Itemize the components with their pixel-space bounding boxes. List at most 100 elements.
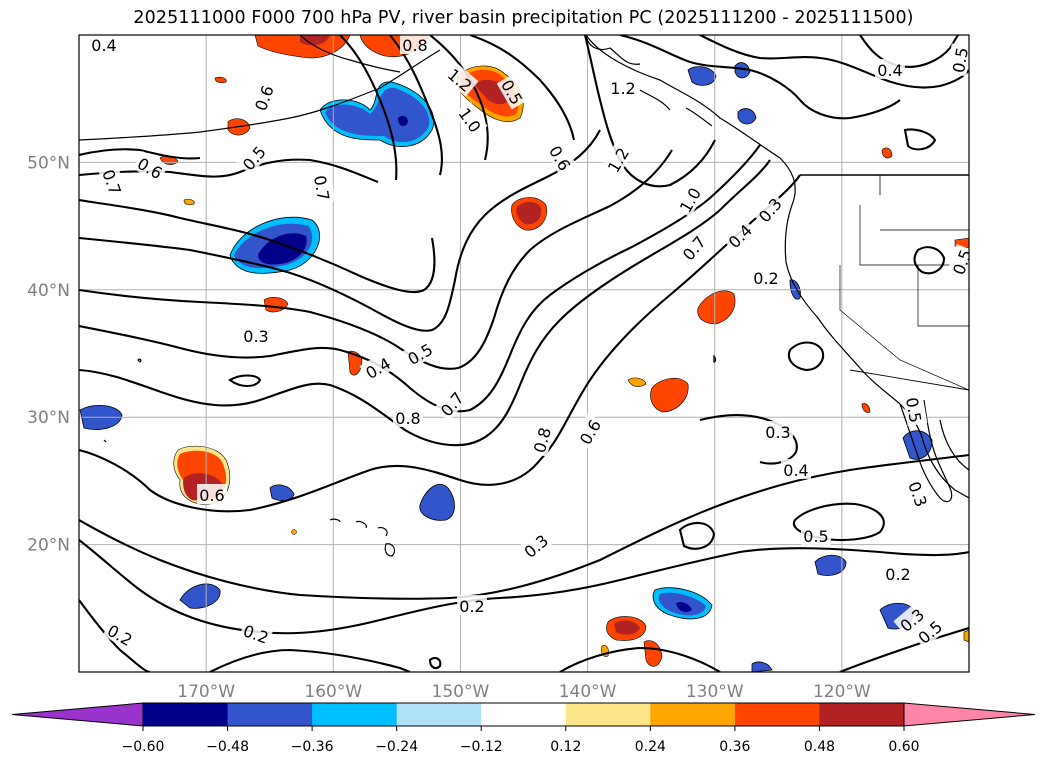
latitude-label: 50°N — [27, 153, 70, 173]
colorbar-segment — [481, 703, 567, 726]
precip-blob-positive — [697, 290, 736, 325]
svg-text:0.4: 0.4 — [877, 61, 902, 80]
colorbar-tick-label: 0.60 — [888, 739, 919, 755]
contour-label: 0.4 — [89, 35, 119, 55]
precip-blob-negative — [419, 483, 455, 521]
contour-label: 0.4 — [781, 459, 811, 480]
colorbar-tick-label: 0.48 — [804, 739, 835, 755]
contour-label: 0.4 — [875, 59, 905, 80]
colorbar-segment — [396, 703, 482, 726]
latitude-label: 30°N — [27, 408, 70, 428]
contour-label: 0.8 — [400, 35, 430, 55]
contour-label: 1.0 — [454, 101, 488, 138]
precip-blob-positive — [614, 620, 640, 635]
precip-blob-positive — [291, 529, 297, 535]
svg-text:0.8: 0.8 — [402, 36, 427, 55]
longitude-label: 150°W — [432, 682, 490, 702]
colorbar-extend-high — [903, 702, 1036, 727]
precip-blob-negative — [269, 484, 295, 502]
svg-text:0.5: 0.5 — [949, 247, 976, 277]
svg-text:0.6: 0.6 — [199, 486, 224, 505]
coastlines — [79, 35, 969, 557]
precip-blob-positive — [516, 201, 542, 225]
contour-label: 0.5 — [902, 393, 928, 427]
svg-text:0.4: 0.4 — [783, 461, 808, 480]
colorbar-segment — [312, 703, 398, 726]
precip-blob-positive — [347, 350, 363, 376]
svg-text:1.2: 1.2 — [610, 79, 635, 98]
svg-text:0.2: 0.2 — [753, 269, 778, 288]
precip-blob-negative — [814, 554, 847, 576]
colorbar-tick-label: 0.24 — [635, 739, 666, 755]
colorbar-segment — [227, 703, 313, 726]
colorbar-tick-label: −0.48 — [206, 739, 249, 755]
colorbar: −0.60 −0.48 −0.36 −0.24 −0.12 0.12 0.24 0.36 0.4… — [11, 702, 1036, 755]
svg-text:0.5: 0.5 — [949, 46, 972, 74]
svg-text:0.2: 0.2 — [459, 597, 484, 616]
colorbar-segment — [565, 703, 651, 726]
colorbar-segment — [143, 703, 229, 726]
precip-blob-negative — [902, 430, 933, 460]
precip-blob-positive — [214, 76, 227, 84]
precip-blob-positive — [627, 377, 647, 387]
colorbar-tick-label: −0.36 — [291, 739, 334, 755]
contour-label: 0.5 — [235, 139, 271, 176]
contour-label: 0.5 — [946, 244, 976, 280]
precip-blob-negative — [676, 601, 692, 612]
colorbar-segment — [650, 703, 736, 726]
contour-label: 0.2 — [751, 267, 781, 288]
precip-blob-positive — [881, 147, 893, 159]
precip-blob-negative — [398, 115, 408, 127]
precip-blob-negative — [737, 108, 757, 125]
svg-text:0.3: 0.3 — [765, 423, 790, 442]
contour-label: 0.6 — [197, 484, 227, 505]
svg-text:0.4: 0.4 — [91, 36, 116, 55]
svg-text:0.3: 0.3 — [243, 327, 268, 346]
latitude-labels: 50°N 40°N 30°N 20°N — [27, 153, 70, 555]
svg-text:0.2: 0.2 — [885, 565, 910, 584]
contour-label: 0.5 — [801, 525, 831, 546]
longitude-label: 140°W — [559, 682, 617, 702]
latitude-label: 40°N — [27, 281, 70, 301]
longitude-label: 160°W — [304, 682, 362, 702]
precip-blob-negative — [325, 87, 430, 143]
precip-blob-positive — [963, 629, 969, 643]
precip-blob-positive — [861, 403, 871, 413]
contour-label: 0.3 — [763, 421, 793, 442]
precip-blob-negative — [734, 62, 751, 79]
colorbar-tick-label: −0.24 — [375, 739, 418, 755]
longitude-label: 120°W — [813, 682, 871, 702]
precip-blob-negative — [179, 583, 221, 609]
svg-text:0.8: 0.8 — [395, 409, 420, 428]
map-border — [78, 34, 970, 673]
contour-label: 0.5 — [946, 43, 972, 77]
colorbar-extend-low — [11, 702, 144, 727]
precip-blob-negative — [687, 66, 717, 86]
colorbar-frame — [142, 702, 905, 727]
colorbar-tick-label: 0.36 — [719, 739, 750, 755]
svg-text:0.7: 0.7 — [310, 174, 333, 202]
contour-label: 1.2 — [608, 77, 638, 98]
contour-label: 0.8 — [393, 407, 423, 428]
svg-text:0.5: 0.5 — [902, 396, 925, 424]
precip-blob-positive — [650, 377, 689, 413]
colorbar-segment — [734, 703, 820, 726]
contour-label: 0.2 — [457, 595, 487, 616]
precip-blob-positive — [183, 198, 195, 206]
contour-label: 0.7 — [310, 171, 336, 205]
longitude-label: 170°W — [177, 682, 235, 702]
colorbar-tick-label: −0.12 — [460, 739, 503, 755]
longitude-labels: 170°W 160°W 150°W 140°W 130°W 120°W — [177, 682, 871, 702]
colorbar-tick-label: −0.60 — [122, 739, 165, 755]
colorbar-segment — [819, 703, 905, 726]
colorbar-tick-label: 0.12 — [550, 739, 581, 755]
precip-blob-positive — [643, 640, 663, 667]
longitude-label: 130°W — [686, 682, 744, 702]
contour-label: 0.2 — [883, 563, 913, 584]
contour-label: 0.3 — [241, 325, 271, 346]
chart-title: 2025111000 F000 700 hPa PV, river basin … — [133, 8, 914, 28]
precip-blob-negative — [751, 661, 773, 672]
svg-text:0.5: 0.5 — [803, 527, 828, 546]
precip-blob-positive — [300, 35, 330, 46]
